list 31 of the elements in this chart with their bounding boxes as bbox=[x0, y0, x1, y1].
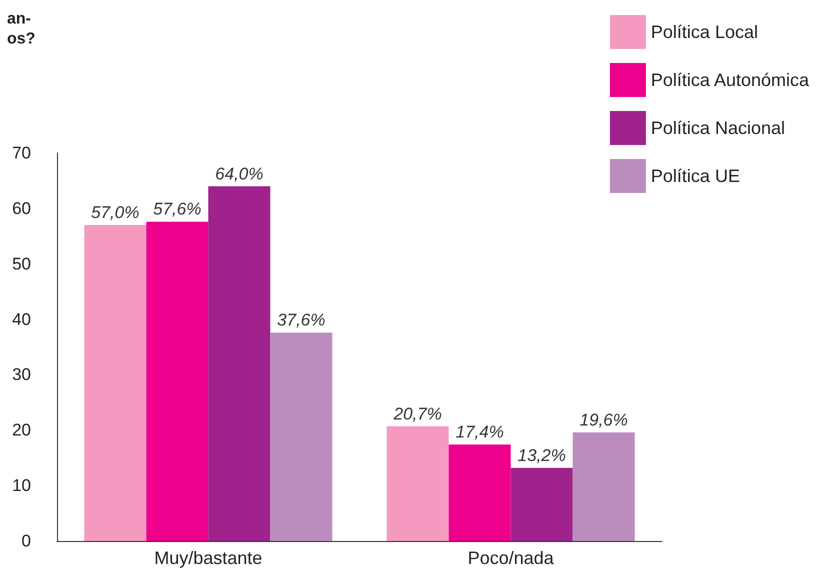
y-tick-label: 50 bbox=[12, 254, 31, 274]
bar bbox=[84, 225, 146, 541]
x-tick-label: Poco/nada bbox=[468, 548, 555, 568]
data-label: 19,6% bbox=[580, 410, 628, 430]
y-tick-label: 10 bbox=[12, 476, 31, 496]
chart-title: an- os? bbox=[7, 10, 36, 48]
y-tick-label: 40 bbox=[12, 310, 31, 329]
data-label: 20,7% bbox=[392, 404, 442, 424]
x-tick-label: Muy/bastante bbox=[154, 548, 262, 568]
legend-label: Política Autonómica bbox=[650, 70, 810, 90]
y-tick-label: 60 bbox=[12, 198, 31, 218]
y-tick-label: 20 bbox=[12, 420, 31, 440]
data-label: 64,0% bbox=[215, 164, 264, 184]
bar bbox=[270, 332, 332, 541]
data-label: 17,4% bbox=[456, 422, 504, 442]
data-label: 57,0% bbox=[91, 203, 140, 222]
y-tick-label: 0 bbox=[22, 532, 31, 550]
bar bbox=[510, 468, 573, 541]
legend-label: Política UE bbox=[650, 166, 740, 186]
bar bbox=[146, 222, 208, 541]
legend-label: Política Local bbox=[650, 22, 758, 42]
bar bbox=[386, 426, 449, 541]
y-tick-label: 30 bbox=[12, 365, 31, 384]
data-label: 37,6% bbox=[277, 310, 326, 330]
legend-label: Política Nacional bbox=[650, 118, 785, 138]
data-label: 13,2% bbox=[518, 446, 566, 465]
bar bbox=[448, 444, 511, 541]
data-label: 57,6% bbox=[153, 200, 202, 219]
bar bbox=[572, 432, 635, 541]
y-tick-label: 70 bbox=[12, 144, 31, 162]
bar bbox=[208, 186, 270, 541]
